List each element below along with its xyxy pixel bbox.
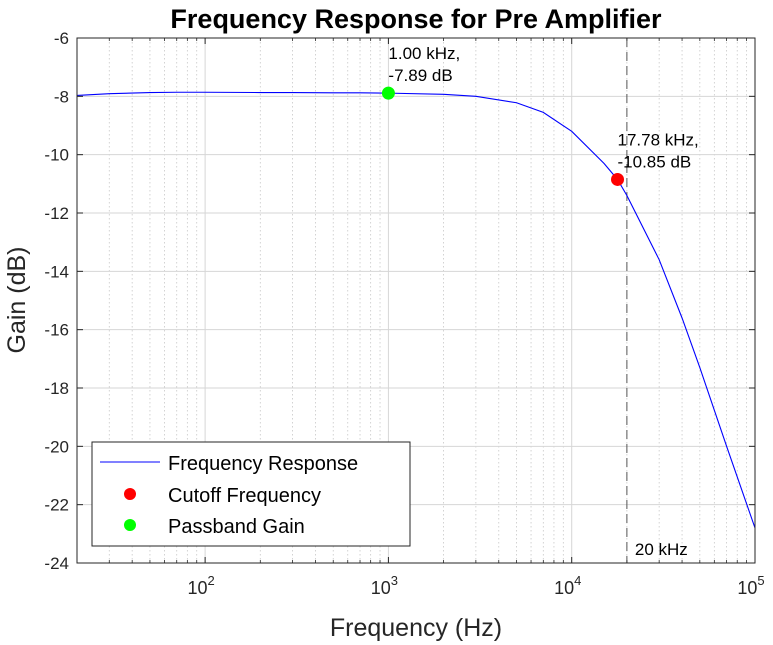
- reference-line-label: 20 kHz: [635, 540, 688, 559]
- y-tick-label: -24: [44, 554, 69, 573]
- x-tick-label: 104: [554, 573, 581, 598]
- y-tick-label: -8: [54, 87, 69, 106]
- legend-marker-passband: [124, 519, 136, 531]
- chart-title: Frequency Response for Pre Amplifier: [170, 4, 662, 34]
- plot-frame: [76, 37, 756, 564]
- tick-labels: 102 103 104 105 -6 -8 -10 -12 -14 -16 -18 -20 -22 -24: [44, 29, 764, 598]
- y-axis-label: Gain (dB): [3, 247, 31, 354]
- legend-marker-cutoff: [124, 488, 136, 500]
- reference-line-group: 20 kHz: [626, 38, 688, 563]
- passband-gain-annotation-frequency: 1.00 kHz,: [388, 44, 460, 63]
- legend-label-passband-gain: Passband Gain: [168, 516, 305, 538]
- y-tick-label: -14: [44, 262, 69, 281]
- axis-ticks: [77, 37, 756, 564]
- y-tick-label: -10: [44, 146, 69, 165]
- legend-label-frequency-response: Frequency Response: [168, 453, 358, 475]
- cutoff-frequency-annotation-gain: -10.85 dB: [618, 152, 692, 171]
- y-tick-label: -22: [44, 496, 69, 515]
- frequency-response-line: [76, 91, 756, 529]
- passband-gain-marker: [381, 86, 395, 100]
- y-tick-label: -6: [54, 29, 69, 48]
- legend-label-cutoff-frequency: Cutoff Frequency: [168, 485, 321, 507]
- legend: Frequency Response Cutoff Frequency Pass…: [91, 441, 411, 547]
- y-tick-label: -12: [44, 204, 69, 223]
- y-tick-label: -18: [44, 379, 69, 398]
- y-tick-label: -20: [44, 437, 69, 456]
- passband-gain-annotation-gain: -7.89 dB: [388, 66, 452, 85]
- series-group: [76, 91, 756, 529]
- markers-group: 17.78 kHz, -10.85 dB 1.00 kHz, -7.89 dB: [381, 44, 699, 186]
- legend-box: [91, 441, 411, 547]
- x-tick-label: 105: [737, 573, 764, 598]
- x-tick-label: 102: [187, 573, 214, 598]
- x-axis-label: Frequency (Hz): [330, 614, 502, 642]
- y-tick-label: -16: [44, 321, 69, 340]
- x-tick-label: 103: [371, 573, 398, 598]
- cutoff-frequency-marker: [611, 172, 625, 186]
- cutoff-frequency-annotation-frequency: 17.78 kHz,: [618, 130, 699, 149]
